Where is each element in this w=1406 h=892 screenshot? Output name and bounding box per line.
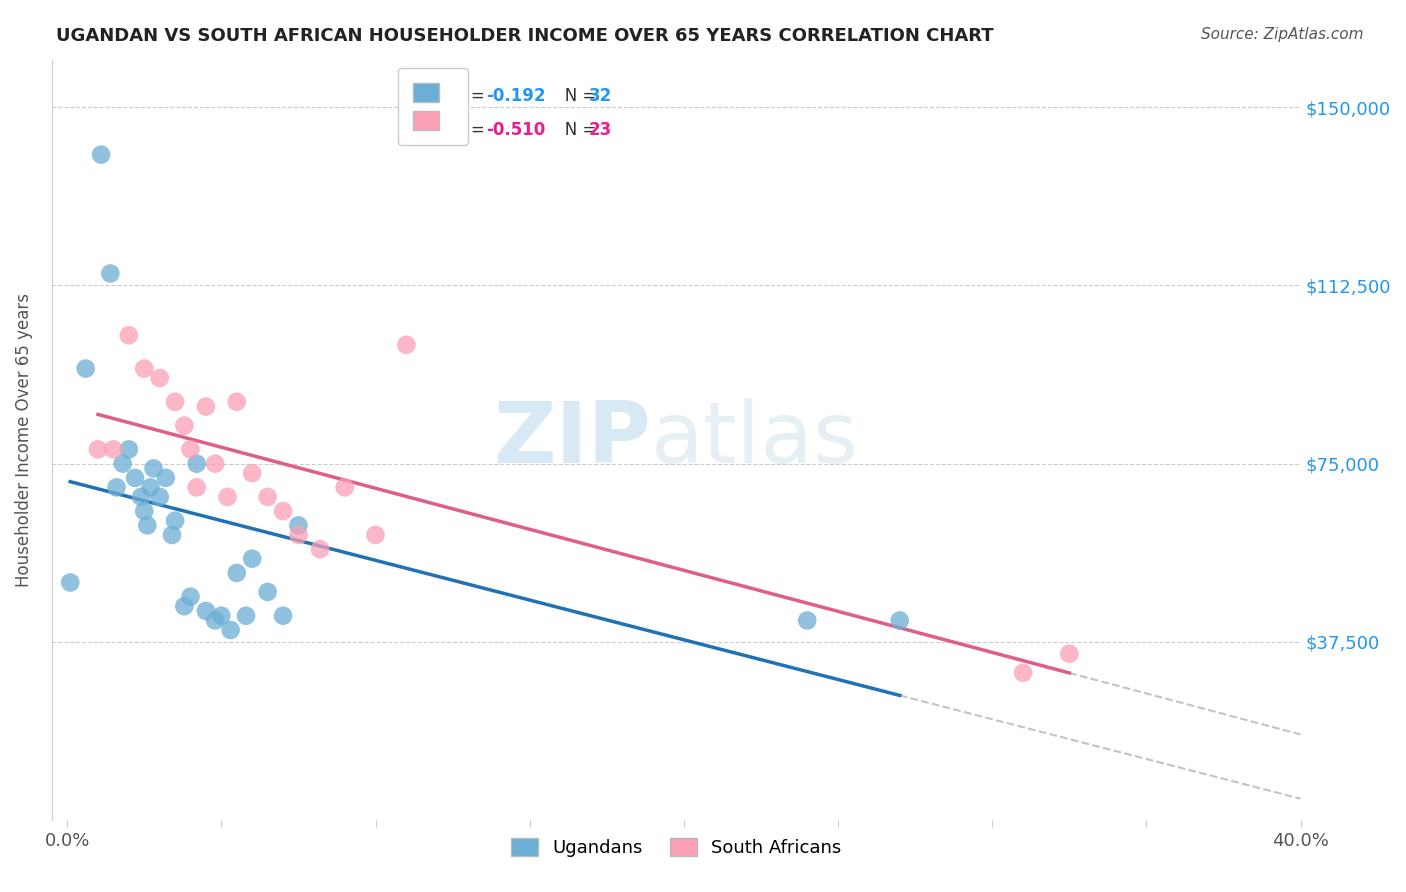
Point bbox=[271, 504, 294, 518]
Text: ZIP: ZIP bbox=[494, 399, 651, 482]
Point bbox=[186, 480, 208, 494]
Point bbox=[240, 466, 263, 480]
Point bbox=[287, 518, 309, 533]
Point bbox=[149, 371, 172, 385]
Text: 32: 32 bbox=[589, 87, 612, 105]
Point bbox=[180, 442, 202, 457]
Point bbox=[59, 575, 82, 590]
Point bbox=[217, 490, 239, 504]
Point bbox=[1059, 647, 1081, 661]
Point bbox=[111, 457, 134, 471]
Text: UGANDAN VS SOUTH AFRICAN HOUSEHOLDER INCOME OVER 65 YEARS CORRELATION CHART: UGANDAN VS SOUTH AFRICAN HOUSEHOLDER INC… bbox=[56, 27, 994, 45]
Text: -0.192: -0.192 bbox=[486, 87, 546, 105]
Point bbox=[118, 442, 141, 457]
Point bbox=[219, 623, 242, 637]
Point bbox=[98, 267, 121, 281]
Point bbox=[235, 608, 257, 623]
Point bbox=[136, 518, 159, 533]
Text: R =: R = bbox=[454, 87, 489, 105]
Point bbox=[240, 551, 263, 566]
Point bbox=[165, 514, 187, 528]
Point bbox=[194, 400, 217, 414]
Point bbox=[105, 480, 128, 494]
Y-axis label: Householder Income Over 65 years: Householder Income Over 65 years bbox=[15, 293, 32, 587]
Point bbox=[103, 442, 125, 457]
Point bbox=[395, 338, 418, 352]
Point bbox=[364, 528, 387, 542]
Point bbox=[309, 542, 332, 557]
Point bbox=[180, 590, 202, 604]
Point bbox=[75, 361, 97, 376]
Point bbox=[142, 461, 165, 475]
Point bbox=[139, 480, 162, 494]
Legend: Ugandans, South Africans: Ugandans, South Africans bbox=[503, 830, 849, 864]
Text: atlas: atlas bbox=[651, 399, 859, 482]
Text: 23: 23 bbox=[589, 120, 612, 138]
Point bbox=[165, 394, 187, 409]
Point bbox=[194, 604, 217, 618]
Point bbox=[173, 418, 195, 433]
Point bbox=[204, 614, 226, 628]
Point bbox=[87, 442, 110, 457]
Point bbox=[1012, 665, 1035, 680]
Point bbox=[90, 147, 112, 161]
Point bbox=[225, 566, 247, 580]
Point bbox=[155, 471, 177, 485]
Point bbox=[796, 614, 818, 628]
Text: R =: R = bbox=[454, 120, 489, 138]
Text: Source: ZipAtlas.com: Source: ZipAtlas.com bbox=[1201, 27, 1364, 42]
Point bbox=[129, 490, 152, 504]
Point bbox=[209, 608, 232, 623]
Point bbox=[225, 394, 247, 409]
Text: -0.510: -0.510 bbox=[486, 120, 546, 138]
Point bbox=[124, 471, 146, 485]
Point bbox=[889, 614, 911, 628]
Point bbox=[134, 504, 156, 518]
Point bbox=[134, 361, 156, 376]
Text: N =: N = bbox=[548, 87, 602, 105]
Point bbox=[149, 490, 172, 504]
Point bbox=[173, 599, 195, 614]
Point bbox=[204, 457, 226, 471]
Point bbox=[118, 328, 141, 343]
Point bbox=[256, 490, 278, 504]
Point bbox=[271, 608, 294, 623]
Text: N =: N = bbox=[548, 120, 602, 138]
Point bbox=[333, 480, 356, 494]
Point bbox=[287, 528, 309, 542]
Point bbox=[186, 457, 208, 471]
Point bbox=[256, 585, 278, 599]
Point bbox=[160, 528, 183, 542]
